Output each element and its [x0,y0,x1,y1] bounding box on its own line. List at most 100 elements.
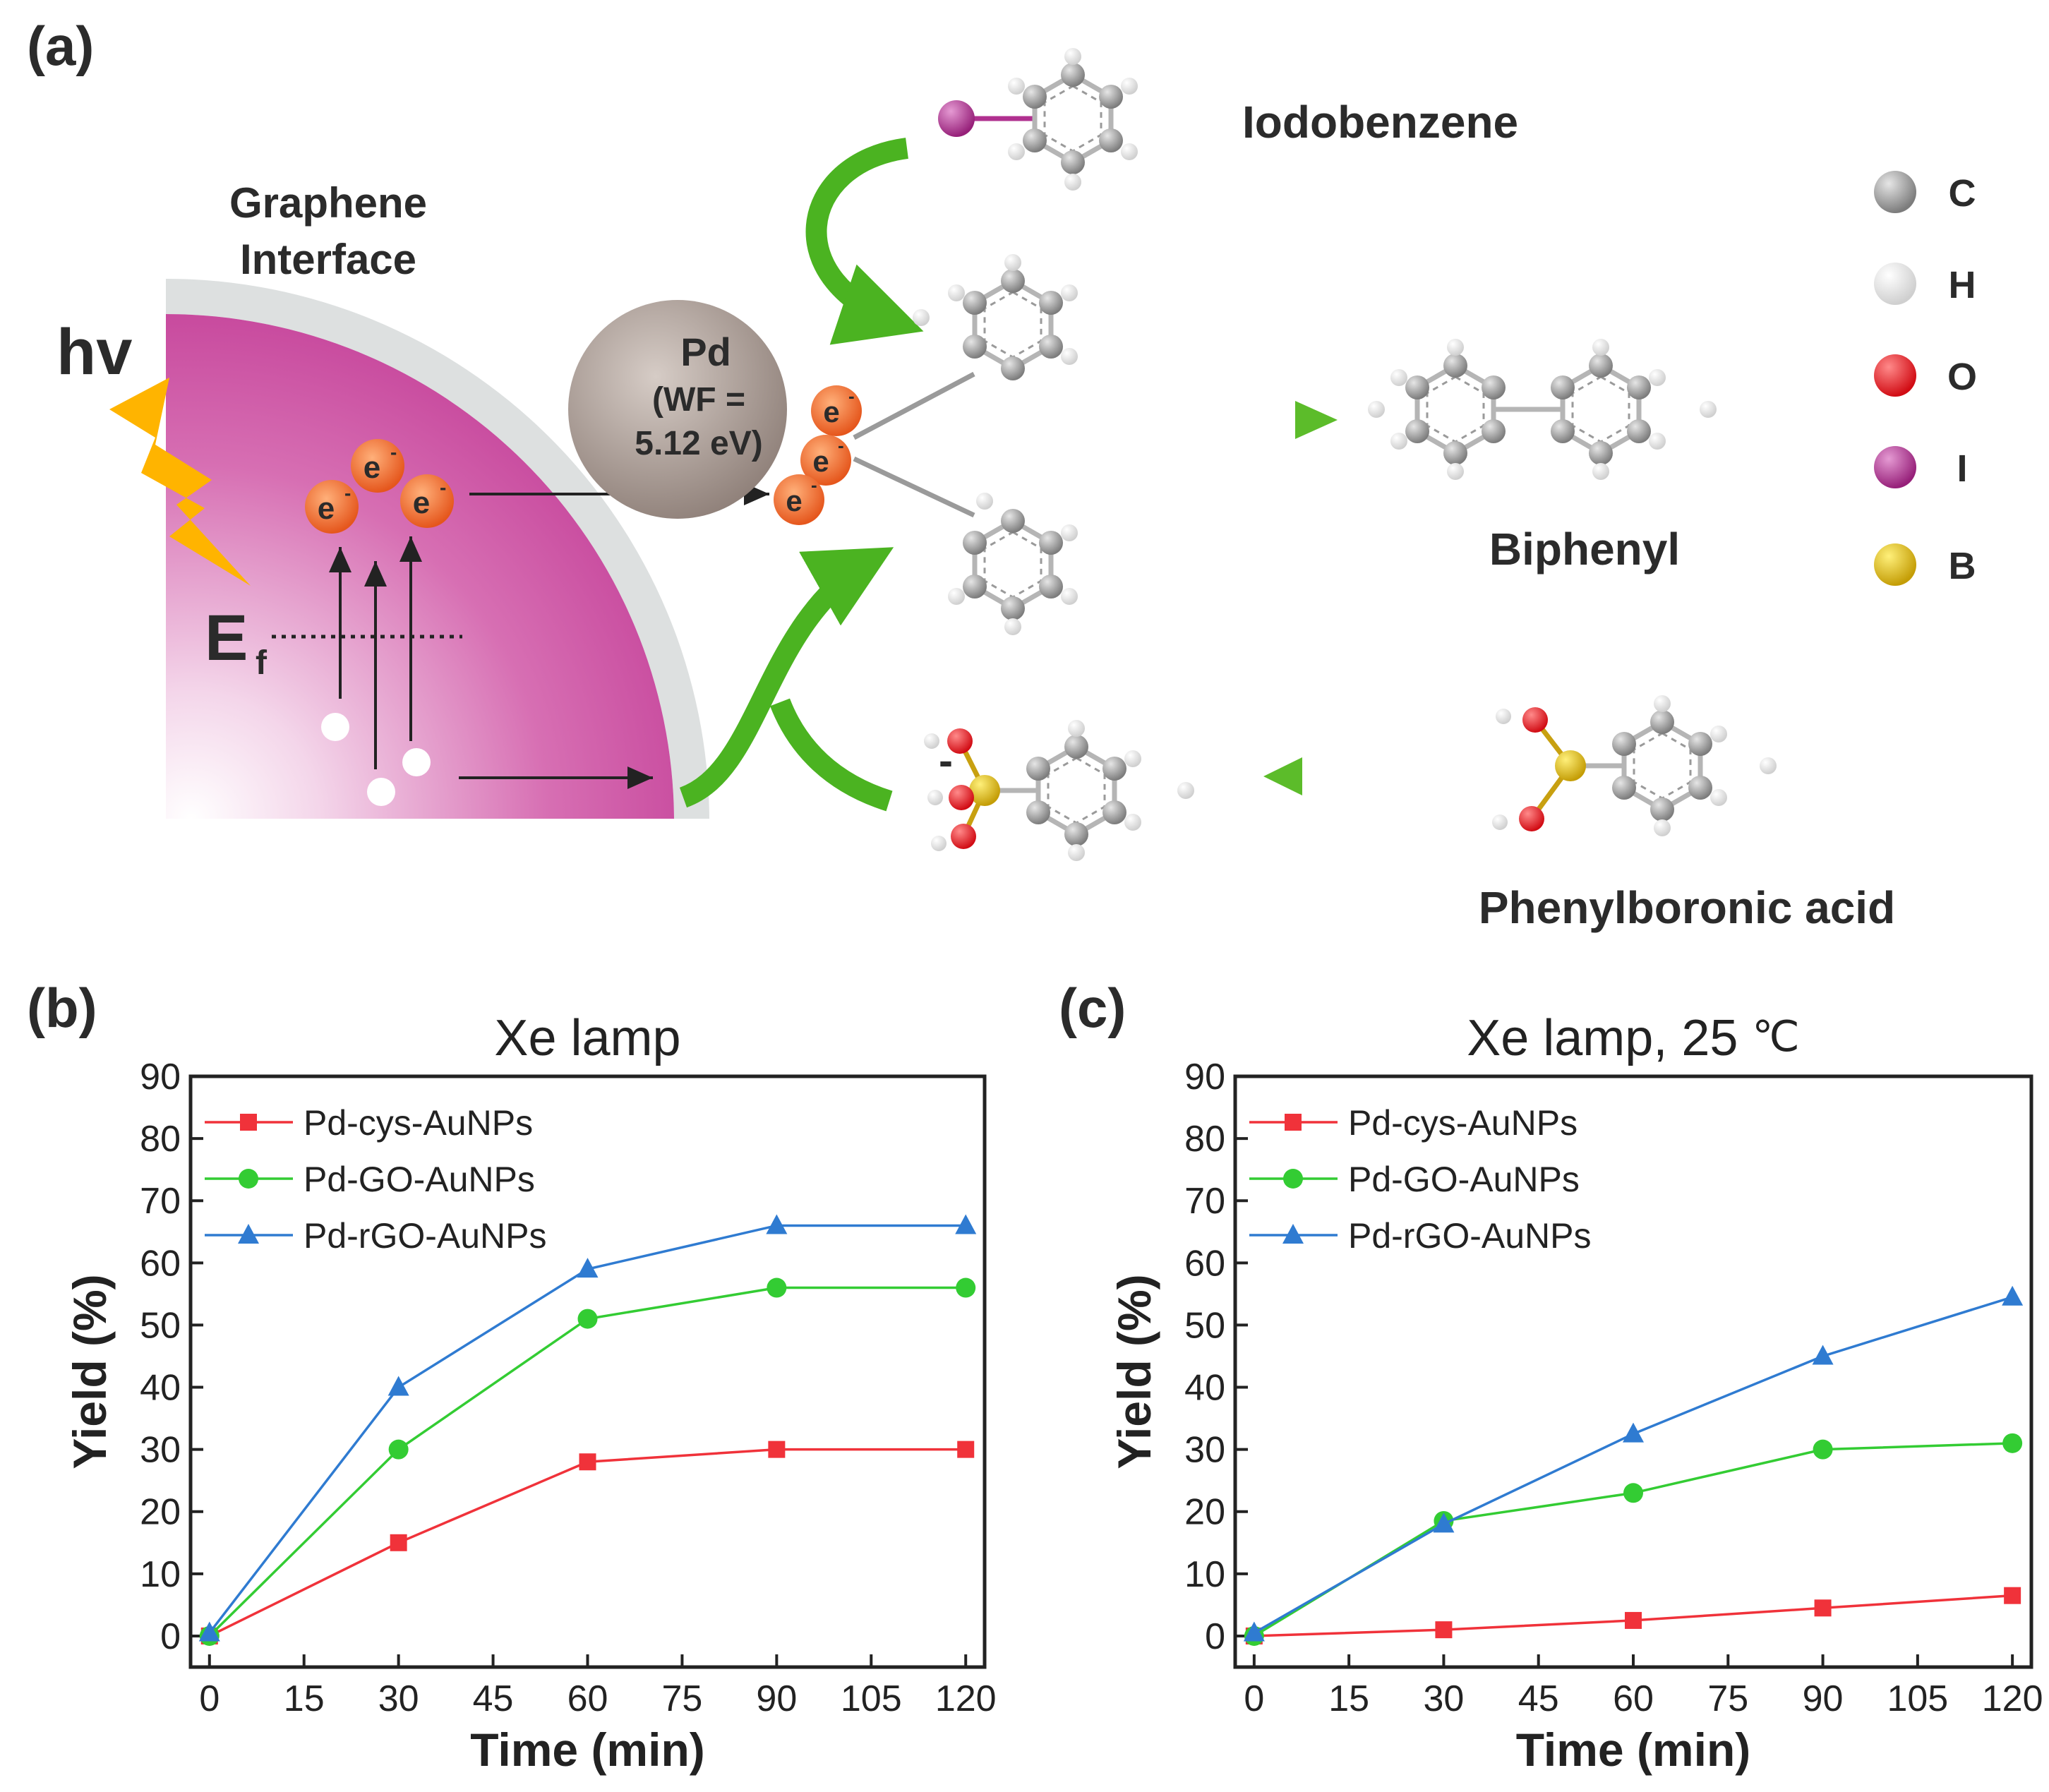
data-point-circle [767,1277,787,1298]
electron: e- [305,480,359,534]
legend-entry: Pd-rGO-AuNPs [1348,1216,1592,1256]
chart-panel-b: (b) Xe lamp 0 15 30 45 60 75 90 105 120 0 10 20 30 40 50… [27,977,997,1776]
pd-phenyl-lower [948,493,1078,635]
data-point-triangle [1812,1345,1834,1365]
x-axis-label: Time (min) [1516,1724,1750,1776]
legend-atom-i-icon [1874,446,1916,488]
green-curved-arrow-top [805,138,924,345]
data-point-square [1625,1611,1642,1629]
svg-text:-: - [390,441,397,463]
x-tick-label: 75 [1707,1678,1748,1719]
legend-entry: Pd-cys-AuNPs [1348,1103,1578,1143]
series-line [1253,1442,2013,1637]
hole [321,713,349,741]
x-tick-label: 75 [662,1678,703,1719]
y-tick-label: 60 [140,1243,181,1284]
y-tick-label: 0 [1205,1616,1225,1657]
y-tick-label: 70 [140,1181,181,1222]
panel-a-label: (a) [27,15,94,77]
data-point-square [1285,1114,1302,1131]
hv-label: hv [56,316,132,388]
svg-text:e: e [786,484,802,517]
legend-atom-b-icon [1874,543,1916,586]
hole [402,748,431,776]
legend-entry: Pd-rGO-AuNPs [304,1216,547,1256]
pd-bond [853,456,975,518]
svg-text:e: e [318,491,335,526]
series-Pd-rGO-AuNPs [1243,1285,2024,1642]
green-curved-arrow-bottom [770,698,893,812]
data-point-circle [239,1169,258,1189]
data-point-circle [2002,1433,2023,1453]
series-Pd-cys-AuNPs [200,1441,975,1644]
y-axis-label: Yield (%) [1108,1274,1160,1469]
data-point-triangle [577,1258,599,1278]
negative-charge: - [939,737,953,784]
x-tick-label: 105 [841,1678,902,1719]
y-axis-label: Yield (%) [64,1274,116,1469]
iodobenzene-molecule [938,48,1138,191]
data-point-square [1814,1599,1832,1617]
green-curved-arrow-left [679,547,894,808]
fermi-subscript: f [256,644,268,682]
data-point-triangle [387,1376,409,1396]
x-tick-label: 30 [1424,1678,1465,1719]
x-tick-label: 15 [1328,1678,1369,1719]
y-tick-label: 10 [1184,1554,1225,1595]
y-tick-label: 0 [160,1616,181,1657]
legend-atom-label: B [1949,545,1976,587]
x-tick-label: 60 [567,1678,608,1719]
legend-entry: Pd-GO-AuNPs [304,1160,535,1199]
series-Pd-rGO-AuNPs [198,1214,977,1642]
y-tick-label: 30 [1184,1430,1225,1471]
electron: e- [811,385,862,436]
legend-entry: Pd-cys-AuNPs [304,1103,533,1143]
lightning-icon [109,378,251,586]
svg-text:-: - [811,474,817,495]
panel-label: (c) [1059,977,1126,1039]
data-point-square [2004,1587,2021,1604]
y-tick-label: 80 [140,1119,181,1160]
svg-text:e: e [812,445,829,478]
data-point-triangle [955,1214,977,1234]
data-point-triangle [766,1214,788,1234]
interface-label: Interface [240,236,416,283]
hole [367,778,395,806]
x-tick-label: 120 [935,1678,997,1719]
pd-work-function-2: 5.12 eV) [635,425,762,462]
boronate-molecule [924,720,1194,861]
reaction-arrowhead [1295,401,1338,439]
data-point-square [579,1453,596,1471]
x-tick-label: 45 [1518,1678,1559,1719]
y-tick-label: 50 [1184,1305,1225,1346]
svg-text:e: e [413,486,430,520]
x-tick-label: 120 [1982,1678,2043,1719]
y-tick-label: 90 [1184,1057,1225,1098]
series-line [1253,1296,2013,1635]
gold-nanoparticle-quarter [166,314,674,819]
data-point-circle [1813,1439,1833,1460]
graphene-label: Graphene [229,179,427,227]
svg-text:-: - [440,476,446,498]
y-tick-label: 60 [1184,1243,1225,1284]
y-tick-label: 10 [140,1554,181,1595]
atom-legend: C H O I B [1874,171,1977,587]
data-point-triangle [1433,1513,1455,1533]
y-tick-label: 20 [140,1492,181,1533]
y-tick-label: 90 [140,1057,181,1098]
legend-atom-c-icon [1874,171,1916,213]
pd-bond [853,371,975,440]
series-Pd-cys-AuNPs [1245,1587,2021,1644]
data-point-circle [1283,1169,1303,1189]
data-point-circle [388,1439,409,1460]
data-point-circle [1623,1483,1643,1503]
phenylboronic-acid-molecule [1492,695,1777,836]
x-tick-label: 90 [756,1678,797,1719]
data-point-triangle [1623,1422,1644,1443]
svg-text:-: - [838,435,844,456]
y-tick-label: 20 [1184,1492,1225,1533]
svg-text:e: e [363,450,380,485]
legend-atom-o-icon [1874,354,1916,397]
svg-text:e: e [823,395,839,428]
